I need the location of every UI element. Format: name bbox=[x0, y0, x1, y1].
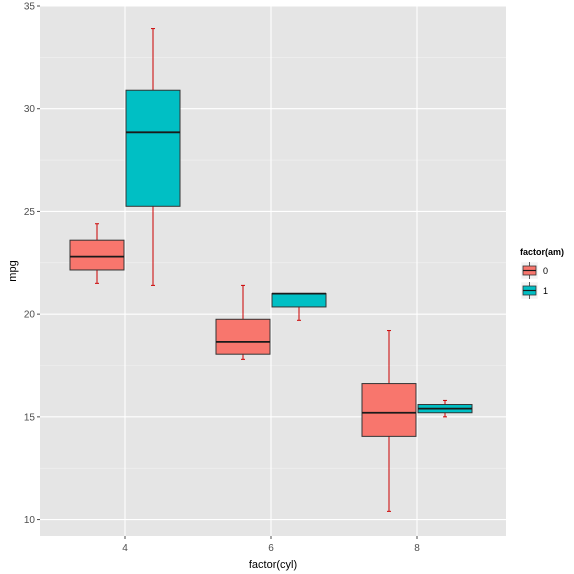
box-body bbox=[361, 383, 417, 437]
y-tick-label: 20 bbox=[24, 310, 36, 321]
legend-title: factor(am) bbox=[520, 247, 564, 257]
boxes-layer bbox=[69, 28, 473, 512]
y-tick-label: 35 bbox=[24, 2, 36, 13]
legend-label: 0 bbox=[543, 266, 548, 276]
box-body bbox=[271, 293, 327, 308]
x-tick-label: 4 bbox=[122, 543, 128, 554]
x-axis-title: factor(cyl) bbox=[249, 559, 297, 571]
y-axis-title: mpg bbox=[7, 260, 19, 281]
x-tick-label: 8 bbox=[414, 543, 420, 554]
box-1-4 bbox=[125, 28, 181, 286]
box-1-6 bbox=[271, 292, 327, 321]
y-tick-label: 10 bbox=[24, 515, 36, 526]
y-tick-label: 15 bbox=[24, 412, 36, 423]
legend-label: 1 bbox=[543, 286, 548, 296]
box-body bbox=[69, 239, 125, 271]
box-1-8 bbox=[417, 399, 473, 418]
plot-panel bbox=[40, 6, 506, 536]
legend-entry-0: 0 bbox=[520, 261, 548, 280]
y-tick-label: 30 bbox=[24, 104, 36, 115]
x-tick-label: 6 bbox=[268, 543, 274, 554]
box-body bbox=[215, 318, 271, 355]
y-axis: 10 15 20 25 30 35 bbox=[24, 2, 40, 526]
box-0-6 bbox=[215, 284, 271, 360]
legend: factor(am) 0 1 bbox=[520, 247, 564, 300]
x-axis: 4 6 8 bbox=[122, 536, 420, 554]
box-0-4 bbox=[69, 223, 125, 284]
grid-lines bbox=[40, 5, 506, 536]
y-tick-label: 25 bbox=[24, 207, 36, 218]
box-0-8 bbox=[361, 330, 417, 512]
legend-entry-1: 1 bbox=[520, 281, 548, 300]
box-body bbox=[125, 89, 181, 207]
